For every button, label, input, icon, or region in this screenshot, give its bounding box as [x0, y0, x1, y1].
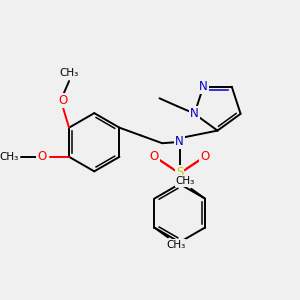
Text: S: S	[176, 166, 183, 179]
Text: N: N	[199, 80, 208, 93]
Text: O: O	[37, 150, 46, 163]
Text: CH₃: CH₃	[166, 240, 185, 250]
Text: N: N	[175, 135, 184, 148]
Text: CH₃: CH₃	[176, 176, 195, 186]
Text: O: O	[200, 150, 209, 163]
Text: O: O	[150, 150, 159, 163]
Text: CH₃: CH₃	[0, 152, 19, 162]
Text: CH₃: CH₃	[59, 68, 79, 78]
Text: O: O	[58, 94, 68, 107]
Text: N: N	[190, 107, 199, 120]
